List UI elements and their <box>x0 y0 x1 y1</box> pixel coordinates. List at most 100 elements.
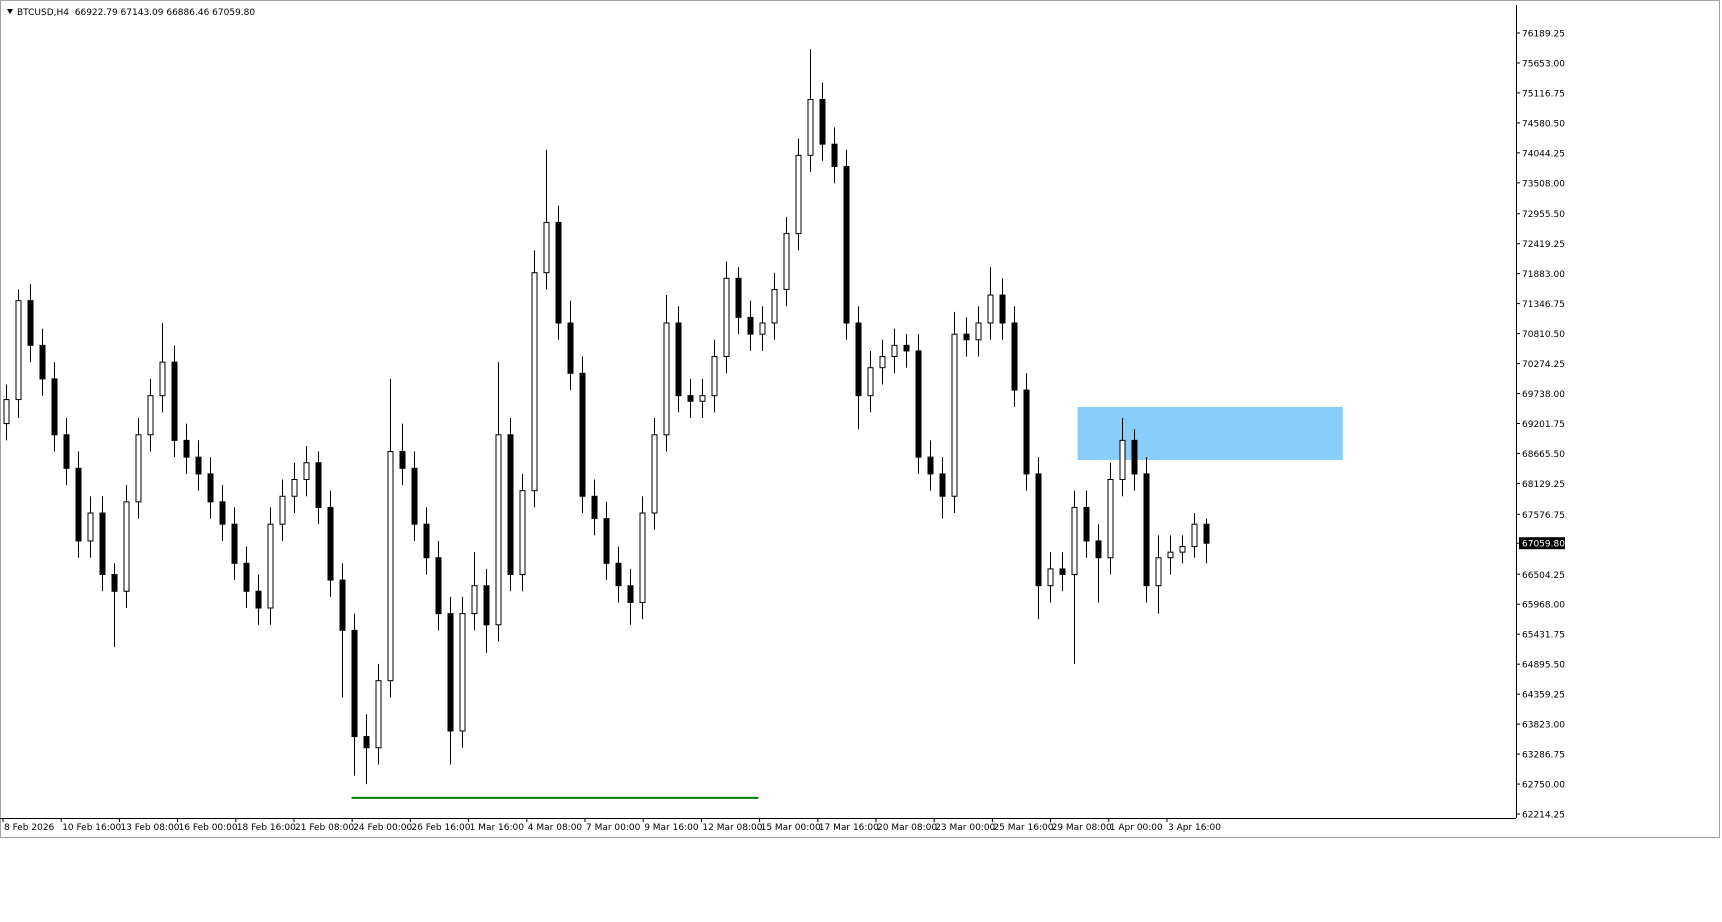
candle <box>1167 535 1174 575</box>
price-tick-label: 75116.75 <box>1522 89 1565 99</box>
candle <box>579 356 586 514</box>
bear-candle-body <box>1203 523 1210 544</box>
time-tick-label: 20 Mar 08:00 <box>877 823 937 833</box>
candle <box>1143 457 1150 603</box>
time-tick-label: 23 Mar 00:00 <box>935 823 995 833</box>
price-tick-label: 63823.00 <box>1522 721 1565 731</box>
chart-window[interactable]: BTCUSD,H4 66922.79 67143.09 66886.46 670… <box>0 0 1720 838</box>
bull-candle-body <box>807 98 814 156</box>
price-tick-label: 69201.75 <box>1522 420 1565 430</box>
time-tick-label: 1 Mar 16:00 <box>470 823 525 833</box>
candle <box>15 289 22 419</box>
candle <box>1083 490 1090 558</box>
time-tick-label: 8 Feb 2026 <box>4 823 55 833</box>
bear-candle-body <box>411 467 418 525</box>
bear-candle-body <box>399 451 406 469</box>
bear-candle-body <box>339 579 346 631</box>
candle <box>231 507 238 581</box>
candle <box>339 563 346 698</box>
bull-candle-body <box>783 233 790 290</box>
candle <box>1107 462 1114 575</box>
bull-candle-body <box>375 680 382 749</box>
candle <box>615 546 622 603</box>
time-axis: 8 Feb 2026 10 Feb 16:00 13 Feb 08:00 16 Feb… <box>2 818 1221 833</box>
candle <box>1047 552 1054 603</box>
candle <box>567 300 574 391</box>
bull-candle-body <box>651 434 658 514</box>
bear-candle-body <box>1095 540 1102 559</box>
candle <box>483 568 490 653</box>
bull-candle-body <box>471 585 478 615</box>
candle <box>1059 552 1066 592</box>
candle <box>507 418 514 592</box>
candle <box>387 378 394 698</box>
bull-candle-body <box>3 399 10 425</box>
bear-candle-body <box>183 439 190 458</box>
bull-candle-body <box>879 356 886 369</box>
bear-candle-body <box>675 322 682 397</box>
bull-candle-body <box>123 501 130 592</box>
bear-candle-body <box>435 557 442 615</box>
candle <box>783 216 790 307</box>
candle <box>303 445 310 497</box>
price-tick-label: 65431.75 <box>1522 631 1565 641</box>
candle <box>3 384 10 441</box>
bull-candle-body <box>891 344 898 358</box>
bear-candle-body <box>1143 473 1150 587</box>
time-tick-label: 26 Feb 16:00 <box>411 823 470 833</box>
candle <box>147 378 154 452</box>
bull-candle-body <box>867 367 874 397</box>
candle <box>1179 535 1186 564</box>
candle <box>975 306 982 357</box>
bull-candle-body <box>795 154 802 235</box>
candle <box>435 540 442 631</box>
price-tick-label: 69738.00 <box>1522 390 1565 400</box>
candle <box>447 596 454 765</box>
bear-candle-body <box>351 629 358 738</box>
candle <box>771 272 778 340</box>
price-tick-label: 72419.25 <box>1522 240 1565 250</box>
bear-candle-body <box>1035 473 1042 587</box>
bear-candle-body <box>999 294 1006 324</box>
candle <box>135 418 142 519</box>
candle <box>1131 429 1138 491</box>
price-tick-label: 63286.75 <box>1522 751 1565 761</box>
candle <box>819 82 826 161</box>
bear-candle-body <box>1023 389 1030 475</box>
candlestick-chart[interactable]: 76189.25 75653.00 75116.75 74580.50 74044.25… <box>0 0 1722 840</box>
time-tick-label: 29 Mar 08:00 <box>1052 823 1112 833</box>
bull-candle-body <box>519 490 526 575</box>
bear-candle-body <box>855 322 862 397</box>
dropdown-triangle-icon[interactable] <box>7 9 13 14</box>
bull-candle-body <box>951 333 958 497</box>
candle <box>123 485 130 609</box>
time-tick-label: 7 Mar 00:00 <box>586 823 641 833</box>
candle <box>111 563 118 648</box>
candle <box>399 423 406 486</box>
candle <box>351 613 358 776</box>
candles-layer <box>3 49 1210 785</box>
candle <box>927 440 934 491</box>
bear-candle-body <box>423 523 430 559</box>
time-tick-label: 17 Mar 16:00 <box>819 823 879 833</box>
bear-candle-body <box>831 143 838 168</box>
bull-candle-body <box>459 613 466 732</box>
price-tick-label: 73508.00 <box>1522 179 1565 189</box>
bull-candle-body <box>159 361 166 397</box>
bear-candle-body <box>1083 506 1090 542</box>
candle <box>843 149 850 340</box>
bull-candle-body <box>15 300 22 401</box>
candle <box>39 328 46 396</box>
bull-candle-body <box>663 322 670 436</box>
bear-candle-body <box>843 166 850 324</box>
candle <box>495 362 502 642</box>
bull-candle-body <box>531 272 538 492</box>
bear-candle-body <box>243 562 250 592</box>
bull-candle-body <box>711 356 718 397</box>
bull-candle-body <box>1119 439 1126 480</box>
price-tick-label: 68129.25 <box>1522 480 1565 490</box>
price-tick-label: 74044.25 <box>1522 149 1565 159</box>
price-tick-label: 70810.50 <box>1522 330 1565 340</box>
bear-candle-body <box>207 473 214 503</box>
candle <box>891 328 898 374</box>
